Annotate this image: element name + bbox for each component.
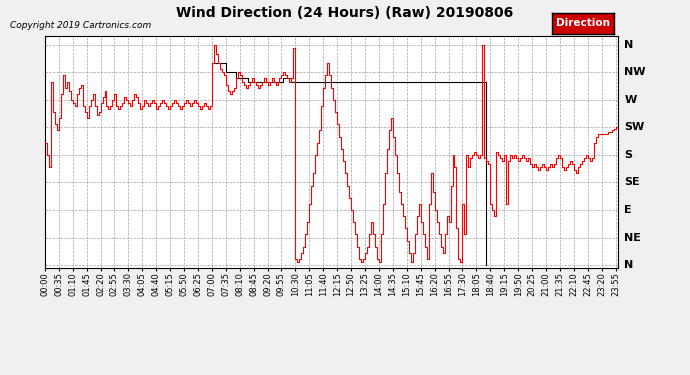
Text: N: N bbox=[624, 260, 633, 270]
Text: W: W bbox=[624, 95, 637, 105]
Text: E: E bbox=[624, 205, 632, 215]
Text: NE: NE bbox=[624, 232, 642, 243]
Text: N: N bbox=[624, 40, 633, 50]
Text: Wind Direction (24 Hours) (Raw) 20190806: Wind Direction (24 Hours) (Raw) 20190806 bbox=[177, 6, 513, 20]
Text: Copyright 2019 Cartronics.com: Copyright 2019 Cartronics.com bbox=[10, 21, 152, 30]
Text: S: S bbox=[624, 150, 633, 160]
Text: SE: SE bbox=[624, 177, 640, 188]
Text: SW: SW bbox=[624, 122, 644, 132]
Text: Direction: Direction bbox=[556, 18, 610, 28]
Text: NW: NW bbox=[624, 68, 646, 77]
